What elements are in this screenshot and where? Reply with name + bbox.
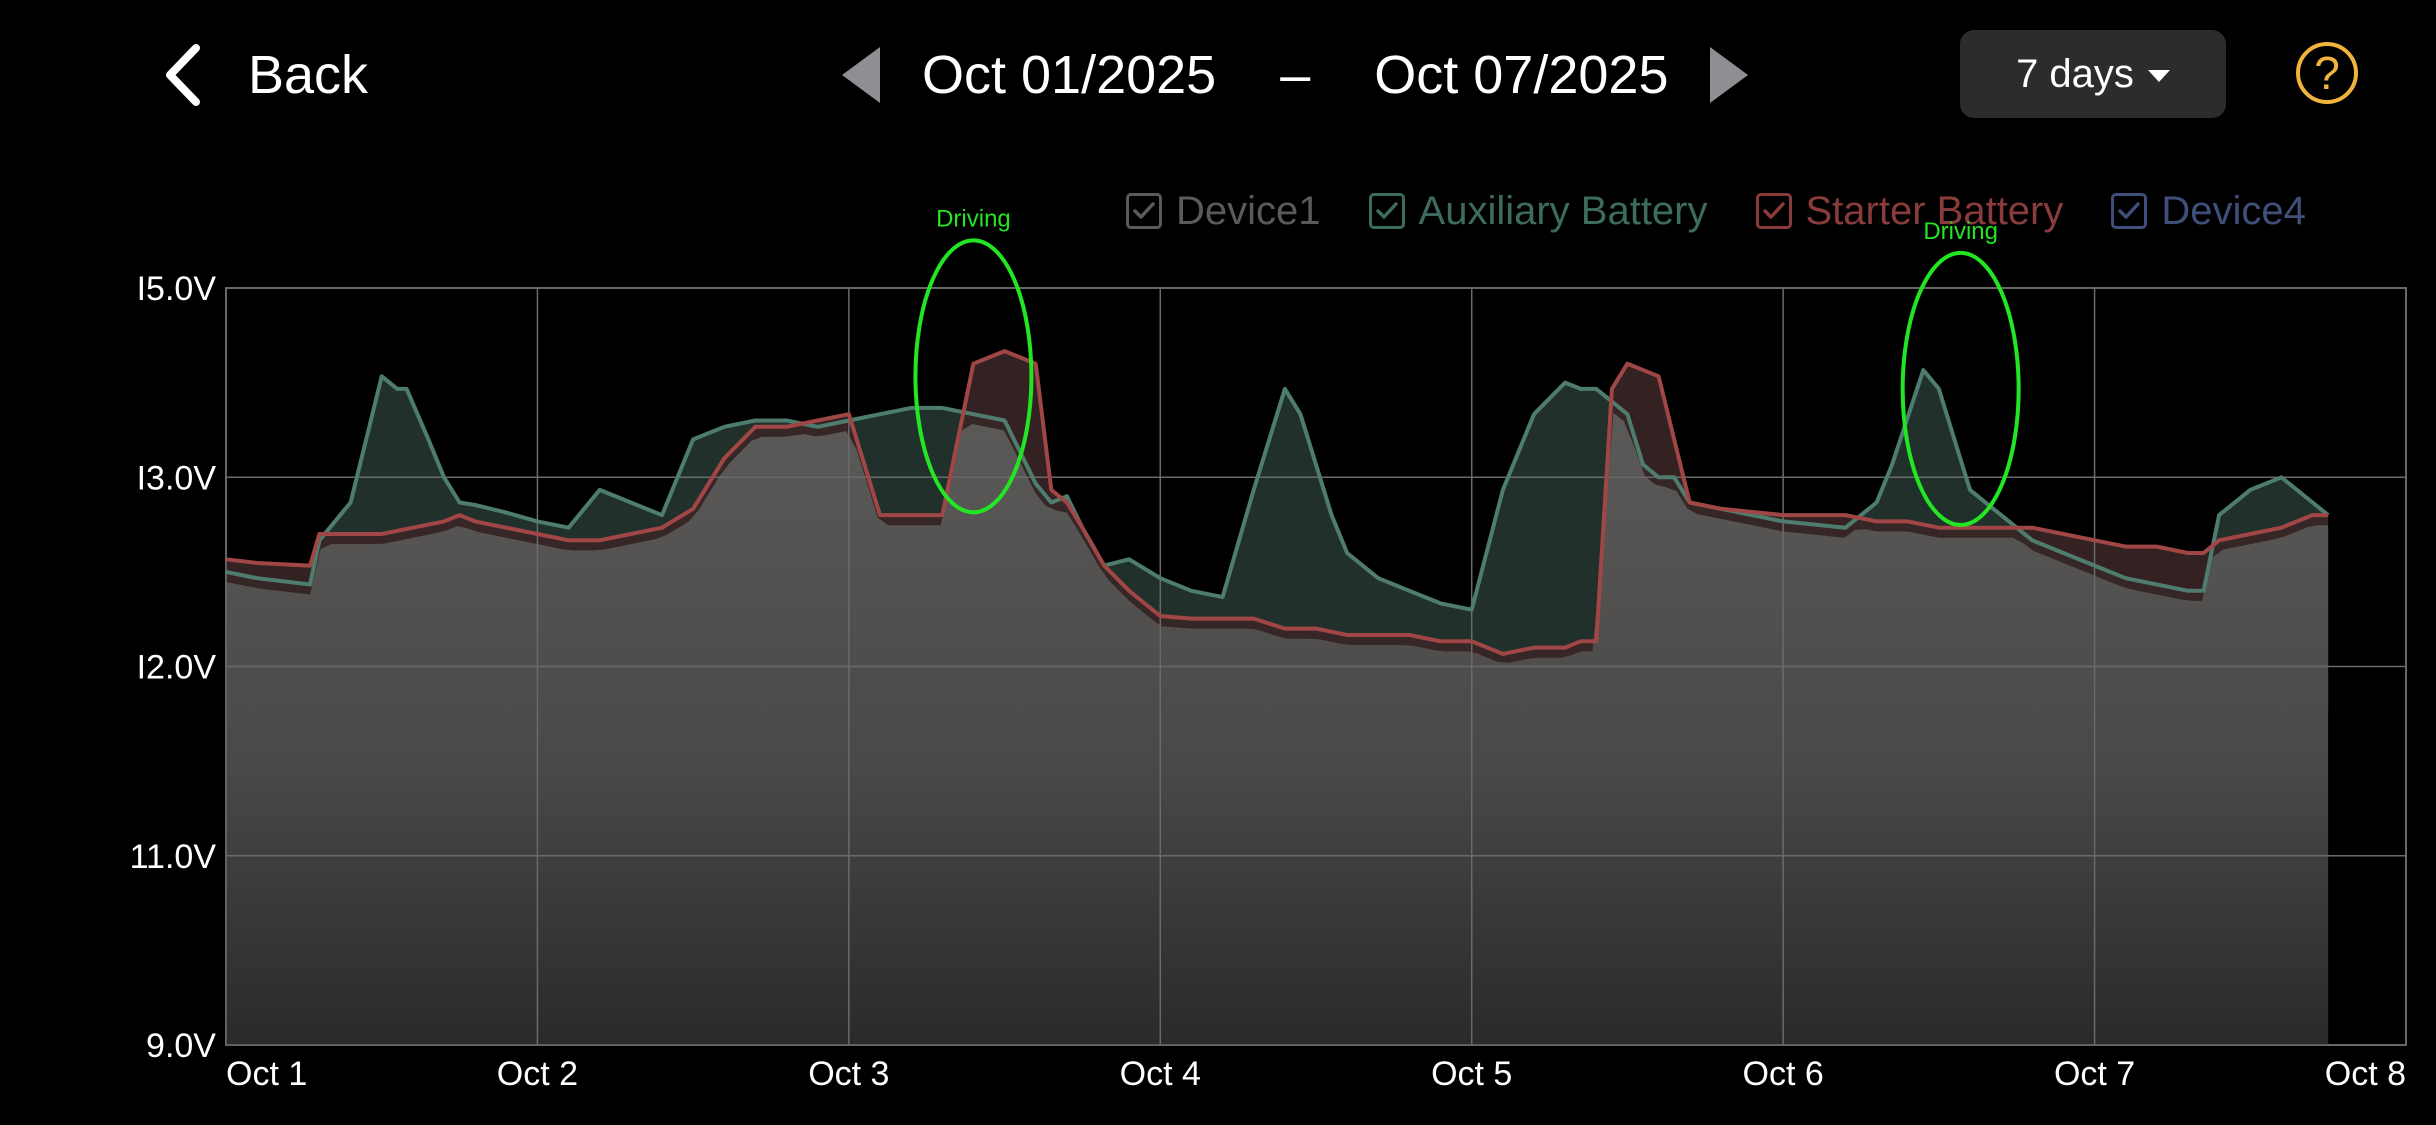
y-tick-label: 11.0V bbox=[130, 838, 217, 876]
range-dropdown-label: 7 days bbox=[2016, 51, 2134, 96]
x-tick-label: Oct 2 bbox=[497, 1055, 578, 1093]
legend-item-auxiliary-battery[interactable]: Auxiliary Battery bbox=[1368, 188, 1708, 234]
base-area-fill bbox=[226, 412, 2329, 1045]
series-line-starter-battery bbox=[225, 349, 2329, 656]
date-range-separator: – bbox=[1280, 45, 1311, 105]
y-tick-label: 9.0V bbox=[146, 1027, 216, 1065]
legend-label: Auxiliary Battery bbox=[1418, 188, 1708, 233]
x-tick-label: Oct 3 bbox=[808, 1055, 889, 1093]
caret-down-icon bbox=[2147, 70, 2170, 82]
back-button[interactable]: Back bbox=[160, 38, 368, 112]
checkbox-icon bbox=[2111, 193, 2148, 229]
back-label: Back bbox=[248, 45, 369, 105]
checkbox-icon bbox=[1755, 193, 1792, 229]
x-tick-label: Oct 8 bbox=[2325, 1055, 2406, 1093]
chevron-left-icon bbox=[166, 44, 200, 106]
legend-item-starter-battery[interactable]: Starter Battery bbox=[1755, 188, 2064, 234]
series-line-auxiliary-battery bbox=[225, 368, 2330, 612]
x-tick-label: Oct 5 bbox=[1431, 1055, 1512, 1093]
date-range-navigator: Oct 01/2025 – Oct 07/2025 bbox=[840, 38, 1750, 112]
help-button[interactable]: ? bbox=[2296, 42, 2358, 104]
date-range-start: Oct 01/2025 bbox=[922, 45, 1217, 105]
checkbox-icon bbox=[1126, 193, 1162, 229]
legend-label: Starter Battery bbox=[1805, 188, 2064, 233]
annotation-label: Driving bbox=[1923, 218, 1998, 245]
legend-item-device4[interactable]: Device4 bbox=[2111, 189, 2306, 234]
x-tick-label: Oct 7 bbox=[2054, 1055, 2135, 1093]
annotation-ellipse bbox=[1900, 250, 2021, 527]
y-tick-label: I5.0V bbox=[137, 270, 217, 308]
annotation-ellipse bbox=[913, 238, 1034, 515]
chart-legend: Device1 Auxiliary Battery Starter Battery D… bbox=[1126, 186, 2306, 236]
question-mark-icon: ? bbox=[2314, 47, 2340, 99]
legend-label: Device1 bbox=[1176, 188, 1321, 233]
previous-range-button[interactable] bbox=[840, 45, 884, 105]
y-tick-label: I3.0V bbox=[137, 459, 217, 497]
x-tick-label: Oct 1 bbox=[226, 1055, 307, 1093]
y-tick-label: I2.0V bbox=[137, 649, 217, 687]
annotation-label: Driving bbox=[936, 205, 1011, 232]
legend-label: Device4 bbox=[2161, 188, 2306, 233]
x-tick-label: Oct 4 bbox=[1120, 1055, 1201, 1093]
range-dropdown[interactable]: 7 days bbox=[1960, 30, 2226, 118]
x-tick-label: Oct 6 bbox=[1743, 1055, 1824, 1093]
legend-item-device1[interactable]: Device1 bbox=[1126, 189, 1321, 234]
checkbox-icon bbox=[1368, 193, 1405, 229]
top-bar: Back Oct 01/2025 – Oct 07/2025 7 days ? bbox=[0, 0, 2436, 150]
next-range-button[interactable] bbox=[1706, 45, 1750, 105]
date-range-end: Oct 07/2025 bbox=[1374, 45, 1669, 105]
